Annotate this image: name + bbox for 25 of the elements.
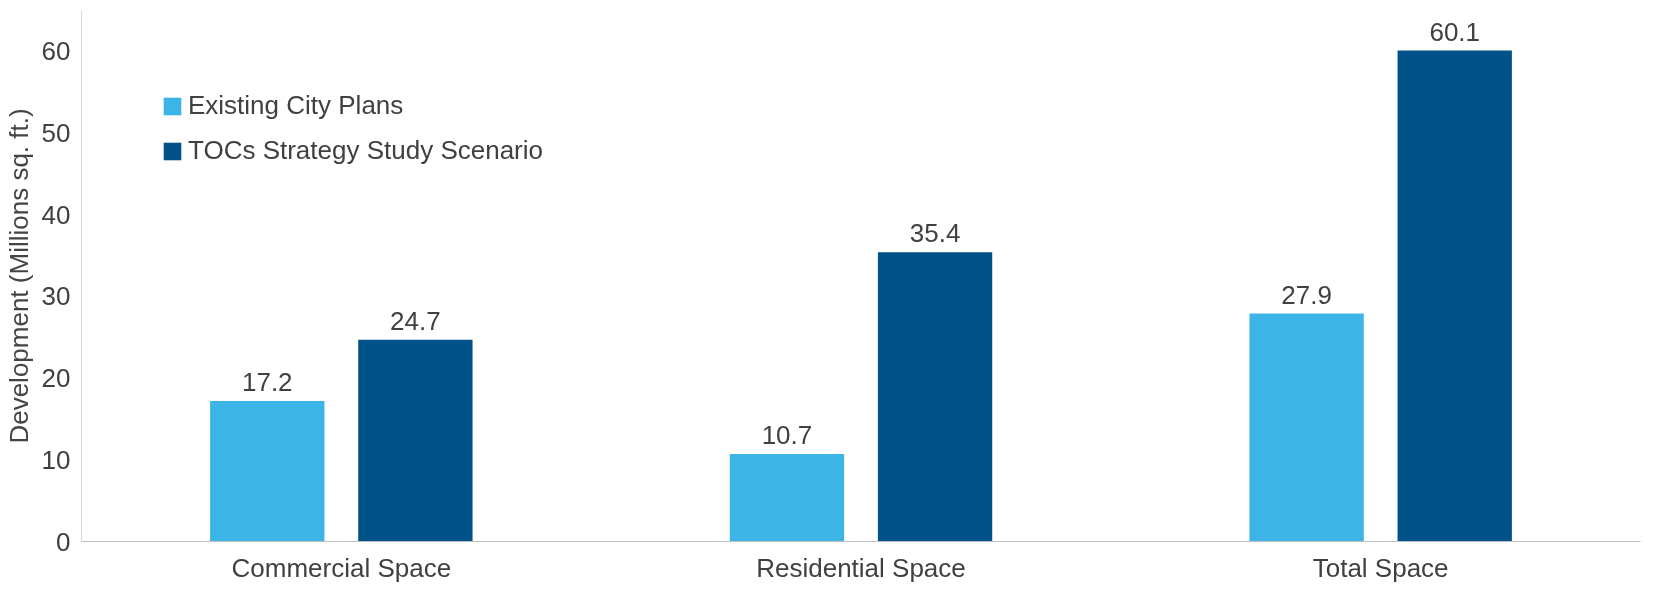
data-label: 60.1 — [1429, 16, 1481, 47]
data-label: 17.2 — [241, 366, 293, 397]
y-tick-label: 0 — [56, 526, 71, 557]
bar — [1397, 50, 1512, 542]
data-label: 35.4 — [909, 218, 961, 249]
y-tick-label: 50 — [41, 118, 71, 149]
y-tick-label: 10 — [41, 444, 71, 475]
bar — [877, 252, 993, 542]
data-label: 10.7 — [761, 420, 813, 451]
bar — [1249, 313, 1364, 542]
data-label: 24.7 — [390, 305, 441, 336]
bar — [729, 454, 845, 542]
y-tick-label: 30 — [41, 281, 71, 312]
legend-label: Existing City Plans — [188, 90, 404, 121]
bar — [358, 339, 473, 542]
data-label: 27.9 — [1281, 279, 1332, 310]
x-tick-label: Commercial Space — [231, 552, 452, 583]
bar — [210, 400, 325, 542]
y-tick-label: 40 — [41, 199, 71, 230]
x-tick-label: Total Space — [1312, 552, 1449, 583]
y-tick-label: 60 — [41, 36, 71, 67]
legend-label: TOCs Strategy Study Scenario — [188, 135, 544, 166]
y-tick-label: 20 — [41, 363, 71, 394]
x-tick-label: Residential Space — [756, 552, 966, 583]
y-axis-title: Development (Millions sq. ft.) — [3, 108, 34, 444]
